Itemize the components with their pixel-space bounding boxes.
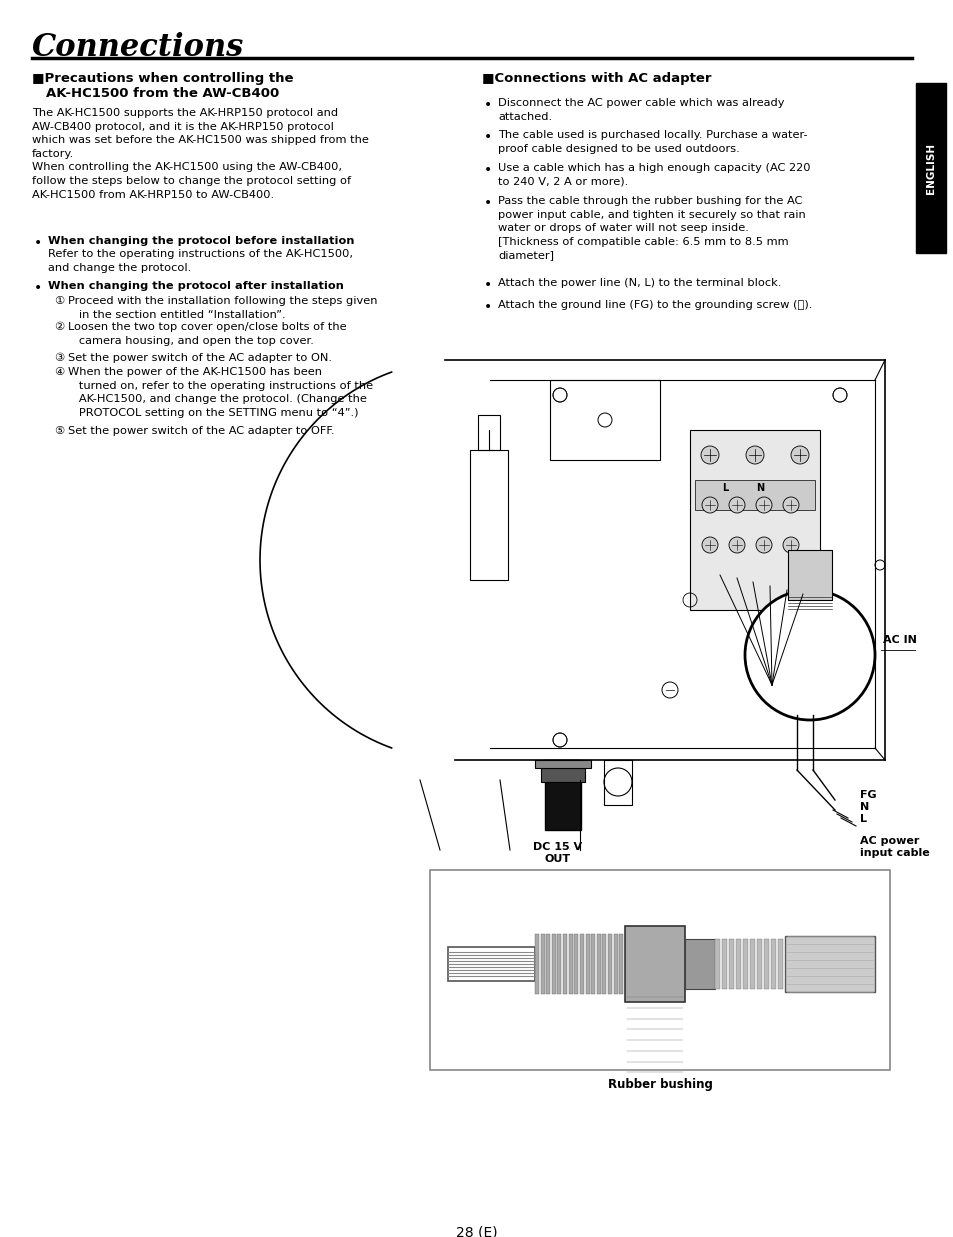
Bar [763,939,768,990]
Bar [695,480,814,510]
Text: FG: FG [859,790,876,800]
Bar [742,939,747,990]
Bar [544,760,580,830]
Circle shape [745,447,763,464]
Text: Connections: Connections [32,32,244,63]
Text: •: • [34,281,42,294]
Text: ③: ③ [54,353,64,362]
Bar [778,939,782,990]
Bar [568,934,572,995]
Text: L: L [859,814,866,824]
Bar [591,934,595,995]
Text: Pass the cable through the rubber bushing for the AC
power input cable, and tigh: Pass the cable through the rubber bushin… [497,195,805,261]
Text: ②: ② [54,322,64,332]
Text: DC 15 V
OUT: DC 15 V OUT [533,842,582,863]
Text: L: L [721,482,727,494]
Bar [562,934,566,995]
Bar [585,934,589,995]
Text: •: • [483,130,492,143]
Text: When changing the protocol before installation: When changing the protocol before instal… [48,236,355,246]
Bar [535,934,538,995]
Bar [551,934,556,995]
Text: The AK-HC1500 supports the AK-HRP150 protocol and
AW-CB400 protocol, and it is t: The AK-HC1500 supports the AK-HRP150 pro… [32,108,369,199]
Text: When changing the protocol after installation: When changing the protocol after install… [48,281,343,291]
Bar [535,760,590,768]
Bar [749,939,755,990]
Text: ①: ① [54,296,64,306]
Text: Disconnect the AC power cable which was already
attached.: Disconnect the AC power cable which was … [497,98,783,121]
Text: Loosen the two top cover open/close bolts of the
   camera housing, and open the: Loosen the two top cover open/close bolt… [68,322,346,345]
Bar [607,934,612,995]
Bar [540,760,584,782]
Bar [477,414,499,450]
Bar [470,450,507,580]
Bar [579,934,583,995]
Text: AK-HC1500 from the AW-CB400: AK-HC1500 from the AW-CB400 [46,87,279,100]
Text: ⑤: ⑤ [54,426,64,435]
Text: •: • [483,195,492,210]
Text: ■Precautions when controlling the: ■Precautions when controlling the [32,72,294,85]
Text: When the power of the AK-HC1500 has been
   turned on, refer to the operating in: When the power of the AK-HC1500 has been… [68,367,373,418]
Circle shape [700,447,719,464]
Bar [784,936,874,992]
Bar [770,939,776,990]
Text: N: N [859,802,868,811]
Bar [430,870,889,1070]
Text: AC IN: AC IN [882,635,916,644]
Circle shape [701,497,718,513]
Bar [550,380,659,460]
Text: Attach the ground line (FG) to the grounding screw (⏚).: Attach the ground line (FG) to the groun… [497,301,812,310]
Bar [757,939,761,990]
Bar [603,760,631,805]
Text: ENGLISH: ENGLISH [925,142,935,193]
Bar [787,550,831,600]
Text: Refer to the operating instructions of the AK-HC1500,
and change the protocol.: Refer to the operating instructions of t… [48,249,353,272]
Bar [613,934,617,995]
Text: Set the power switch of the AC adapter to ON.: Set the power switch of the AC adapter t… [68,353,332,362]
Text: 28 (E): 28 (E) [456,1225,497,1237]
Circle shape [782,537,799,553]
Text: •: • [483,301,492,314]
Bar [624,927,684,1002]
Circle shape [755,537,771,553]
Text: Set the power switch of the AC adapter to OFF.: Set the power switch of the AC adapter t… [68,426,335,435]
Bar [574,934,578,995]
Circle shape [782,497,799,513]
Circle shape [701,537,718,553]
Bar [557,934,561,995]
Text: •: • [483,163,492,177]
Text: The cable used is purchased locally. Purchase a water-
proof cable designed to b: The cable used is purchased locally. Pur… [497,130,807,153]
Bar [735,939,740,990]
Text: •: • [34,236,42,250]
Circle shape [755,497,771,513]
Bar [540,934,544,995]
Bar [728,939,734,990]
Text: Rubber bushing: Rubber bushing [607,1077,712,1091]
Text: N: N [755,482,763,494]
Bar [684,939,714,990]
Text: Attach the power line (N, L) to the terminal block.: Attach the power line (N, L) to the term… [497,278,781,288]
Bar [618,934,622,995]
Bar [448,948,535,981]
Text: AC power
input cable: AC power input cable [859,836,929,857]
Text: •: • [483,278,492,292]
Text: Use a cable which has a high enough capacity (AC 220
to 240 V, 2 A or more).: Use a cable which has a high enough capa… [497,163,810,187]
Bar [721,939,726,990]
Text: •: • [483,98,492,113]
Text: ■Connections with AC adapter: ■Connections with AC adapter [481,72,711,85]
Circle shape [790,447,808,464]
Circle shape [744,590,874,720]
Bar [546,934,550,995]
Bar [714,939,720,990]
Bar [597,934,600,995]
Text: Proceed with the installation following the steps given
   in the section entitl: Proceed with the installation following … [68,296,377,319]
Bar [602,934,606,995]
Circle shape [728,497,744,513]
Bar [915,83,945,254]
Bar [689,430,820,610]
Text: ④: ④ [54,367,64,377]
Circle shape [728,537,744,553]
